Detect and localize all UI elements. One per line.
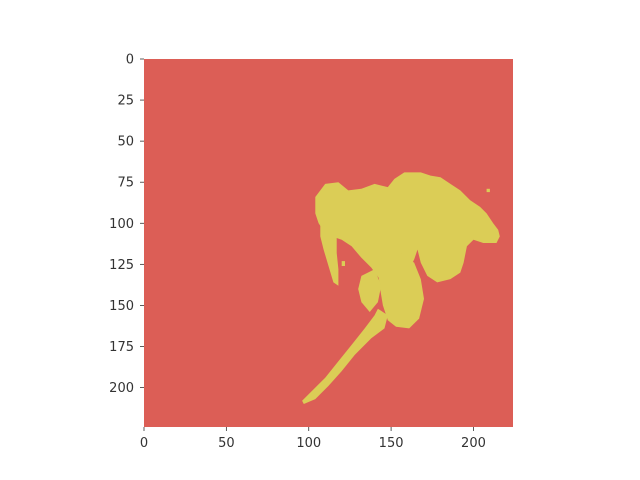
- mask-region-left-limb: [320, 223, 339, 286]
- mask-region-upper-body: [315, 172, 500, 291]
- image-plot-area: [144, 59, 513, 427]
- y-axis: 0 25 50 75 100 125 150 175 200: [109, 53, 144, 396]
- y-tick-label-75: 75: [117, 176, 134, 191]
- x-tick-label-0: 0: [140, 436, 148, 451]
- y-tick-label-100: 100: [109, 217, 134, 232]
- mask-region-lower-body: [377, 252, 424, 329]
- x-tick-label-50: 50: [218, 436, 235, 451]
- mask-region-left-speck: [341, 261, 345, 266]
- y-tick-label-50: 50: [117, 135, 134, 150]
- mask-region-tail: [302, 308, 388, 404]
- x-tick-label-100: 100: [296, 436, 321, 451]
- y-tick-label-200: 200: [109, 381, 134, 396]
- y-tick-label-0: 0: [126, 53, 134, 68]
- x-axis: 0 50 100 150 200: [140, 427, 486, 451]
- y-tick-label-25: 25: [117, 94, 134, 109]
- x-tick-label-150: 150: [379, 436, 404, 451]
- mask-region-right-speck: [486, 188, 490, 193]
- y-tick-label-175: 175: [109, 340, 134, 355]
- y-tick-label-125: 125: [109, 258, 134, 273]
- y-tick-label-150: 150: [109, 299, 134, 314]
- x-tick-label-200: 200: [461, 436, 486, 451]
- mask-region-middle-limb: [358, 269, 382, 312]
